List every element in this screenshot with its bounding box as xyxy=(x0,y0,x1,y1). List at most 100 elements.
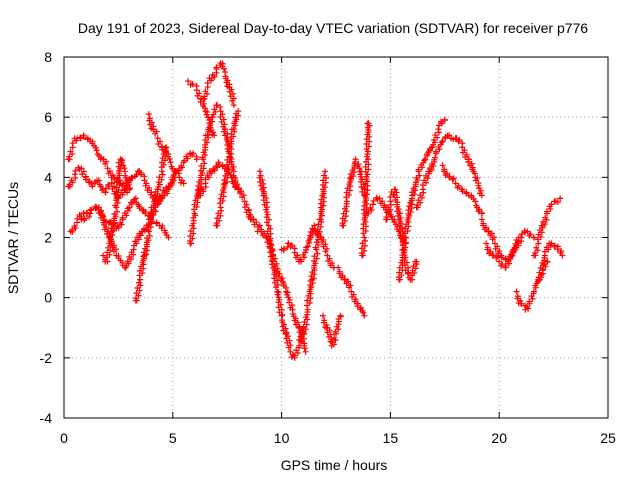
data-point xyxy=(264,239,271,246)
data-point xyxy=(478,216,485,223)
data-point xyxy=(402,234,409,241)
data-point xyxy=(265,222,272,229)
data-point xyxy=(329,339,336,346)
data-point xyxy=(76,211,83,218)
data-point xyxy=(518,300,525,307)
data-point xyxy=(228,131,235,138)
data-point xyxy=(109,185,116,192)
data-point xyxy=(66,181,73,188)
data-point xyxy=(370,197,377,204)
data-point xyxy=(217,204,224,211)
data-point xyxy=(419,182,426,189)
data-point xyxy=(78,165,85,172)
data-point xyxy=(235,108,242,115)
data-point xyxy=(280,327,287,334)
data-point xyxy=(352,159,359,166)
data-point xyxy=(217,195,224,202)
series-arc-7 xyxy=(145,111,187,187)
data-point xyxy=(158,225,165,232)
grid-layer xyxy=(64,57,608,418)
data-point xyxy=(193,156,200,163)
data-point xyxy=(159,171,166,178)
data-point xyxy=(137,276,144,283)
data-point xyxy=(481,226,488,233)
data-point xyxy=(292,321,299,328)
data-point xyxy=(193,87,200,94)
data-point xyxy=(285,240,292,247)
data-point xyxy=(228,174,235,181)
series-arc-10 xyxy=(187,102,242,247)
data-point xyxy=(337,312,344,319)
data-point xyxy=(287,243,294,250)
data-point xyxy=(167,159,174,166)
data-point xyxy=(540,218,547,225)
data-point xyxy=(339,215,346,222)
data-point xyxy=(404,270,411,277)
data-point xyxy=(341,276,348,283)
data-point xyxy=(181,157,188,164)
data-point xyxy=(180,180,187,187)
series-arc-5 xyxy=(100,156,134,265)
data-point xyxy=(79,171,86,178)
data-point xyxy=(521,227,528,234)
data-point xyxy=(74,215,81,222)
data-point xyxy=(438,139,445,146)
x-tick-label: 25 xyxy=(600,430,616,446)
series-arc-6 xyxy=(132,144,170,304)
data-point xyxy=(144,187,151,194)
data-point xyxy=(449,176,456,183)
data-point xyxy=(227,154,234,161)
data-point xyxy=(269,252,276,259)
data-point xyxy=(275,273,282,280)
data-point xyxy=(72,167,79,174)
data-point xyxy=(480,222,487,229)
data-point xyxy=(531,234,538,241)
data-point xyxy=(153,220,160,227)
data-point xyxy=(178,162,185,169)
data-point xyxy=(452,180,459,187)
data-point xyxy=(486,250,493,257)
data-point xyxy=(437,118,444,125)
data-point xyxy=(226,88,233,95)
data-point xyxy=(202,176,209,183)
data-point xyxy=(132,238,139,245)
y-tick-label: -4 xyxy=(40,410,53,426)
data-point xyxy=(75,164,82,171)
data-point xyxy=(554,246,561,253)
data-point xyxy=(526,232,533,239)
data-point xyxy=(137,282,144,289)
data-point xyxy=(360,309,367,316)
series-arc-17 xyxy=(300,168,329,337)
data-point xyxy=(300,323,307,330)
data-point xyxy=(426,165,433,172)
data-point xyxy=(343,189,350,196)
data-point xyxy=(119,214,126,221)
data-point xyxy=(320,243,327,250)
data-point xyxy=(396,269,403,276)
series-arc-26 xyxy=(439,162,486,217)
data-point xyxy=(146,232,153,239)
data-point xyxy=(320,172,327,179)
data-point xyxy=(322,248,329,255)
data-point xyxy=(272,284,279,291)
y-tick-label: 0 xyxy=(44,290,52,306)
data-point xyxy=(391,186,398,193)
data-point xyxy=(150,204,157,211)
data-point xyxy=(441,117,448,124)
data-point xyxy=(214,215,221,222)
x-tick-label: 5 xyxy=(169,430,177,446)
data-point xyxy=(408,189,415,196)
data-point xyxy=(159,146,166,153)
data-point xyxy=(492,245,499,252)
series-arc-22 xyxy=(358,120,373,259)
data-point xyxy=(185,78,192,85)
chart-title: Day 191 of 2023, Sidereal Day-to-day VTE… xyxy=(78,20,588,36)
data-point xyxy=(111,248,118,255)
data-point xyxy=(229,97,236,104)
data-point xyxy=(415,197,422,204)
series-arc-19 xyxy=(335,264,368,319)
data-point xyxy=(217,113,224,120)
data-point xyxy=(128,174,135,181)
data-point xyxy=(86,213,93,220)
data-point xyxy=(165,183,172,190)
